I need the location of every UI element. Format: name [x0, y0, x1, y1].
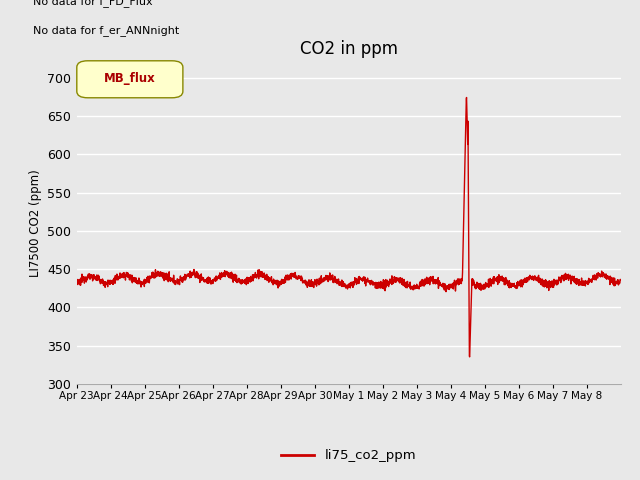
Title: CO2 in ppm: CO2 in ppm [300, 40, 398, 58]
Text: MB_flux: MB_flux [104, 72, 156, 85]
Text: No data for f_FD_Flux: No data for f_FD_Flux [33, 0, 153, 7]
Text: No data for f_er_ANNnight: No data for f_er_ANNnight [33, 25, 180, 36]
Legend: li75_co2_ppm: li75_co2_ppm [276, 444, 422, 468]
FancyBboxPatch shape [77, 61, 183, 98]
Y-axis label: LI7500 CO2 (ppm): LI7500 CO2 (ppm) [29, 169, 42, 277]
